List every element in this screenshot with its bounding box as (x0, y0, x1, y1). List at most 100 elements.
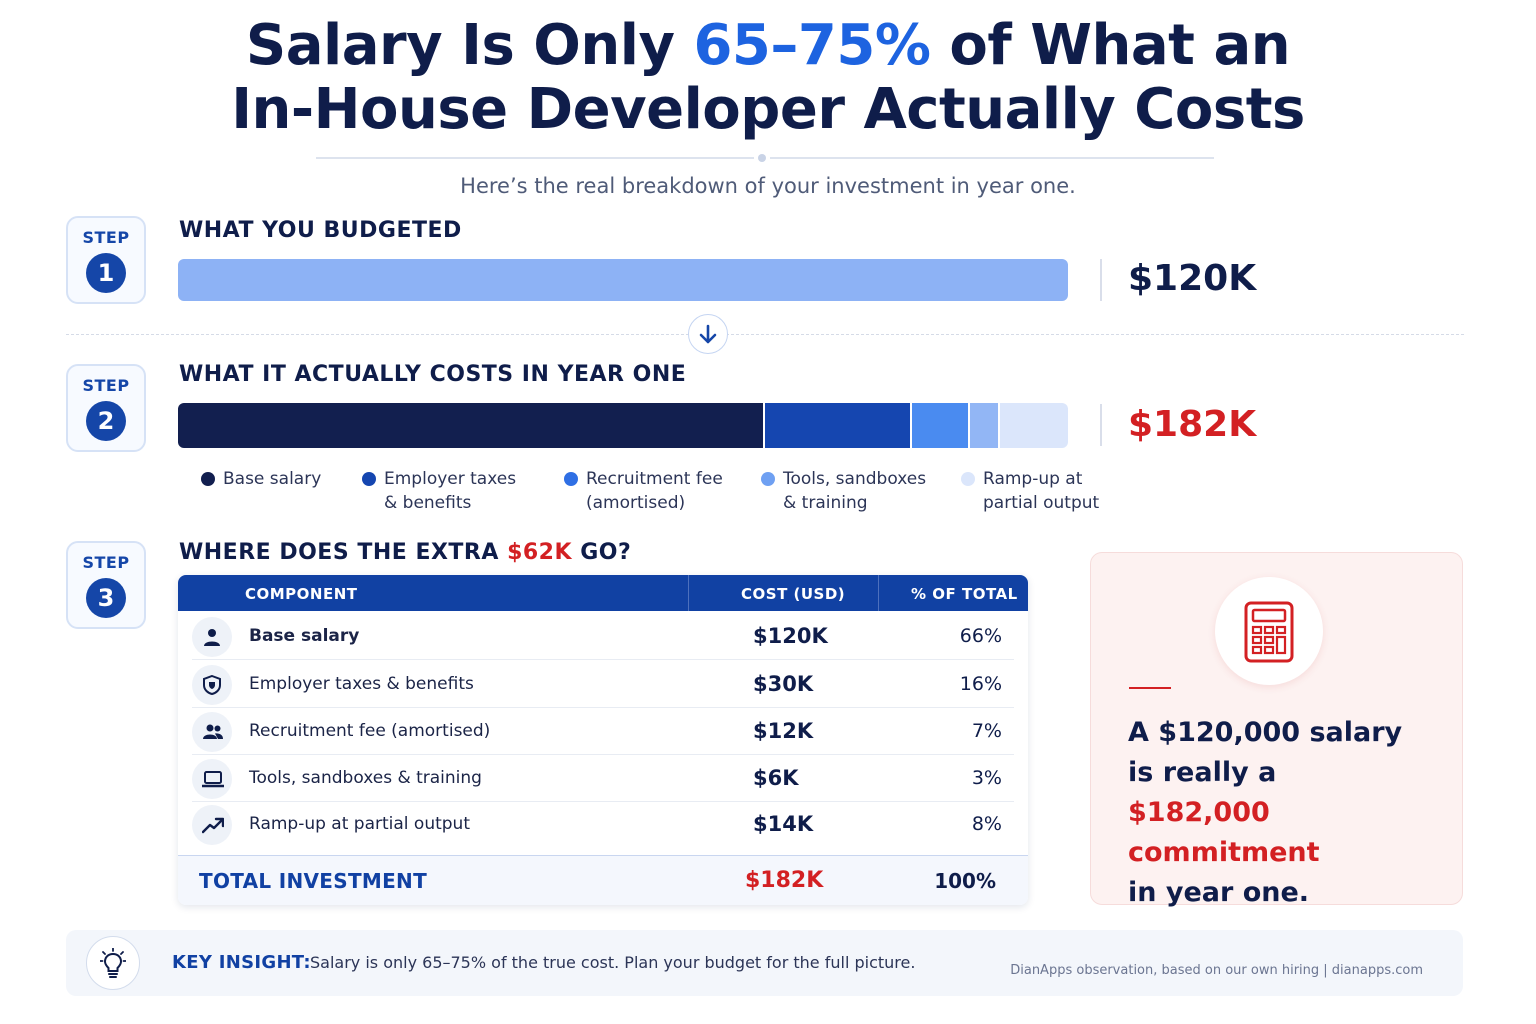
bar-segment-3 (911, 403, 971, 448)
row-percent: 8% (971, 813, 1002, 835)
people-icon (192, 712, 232, 752)
title-divider-right (770, 157, 1214, 159)
total-percent: 100% (934, 869, 996, 893)
callout-text: A $120,000 salary is really a $182,000 c… (1128, 713, 1458, 913)
row-cost: $30K (753, 672, 814, 696)
shield-icon (192, 665, 232, 705)
title-divider-left (316, 157, 754, 159)
row-percent: 66% (959, 625, 1002, 647)
legend-label-2: & training (783, 493, 868, 513)
arrow-down-icon (688, 314, 728, 354)
row-cost: $120K (753, 624, 828, 648)
table-total-row: TOTAL INVESTMENT $182K 100% (178, 855, 1028, 905)
legend-dot (564, 472, 578, 486)
legend-employer-taxes: Employer taxes & benefits (362, 467, 517, 515)
step-2-badge: STEP 2 (66, 364, 146, 452)
title-divider-dot (758, 154, 766, 162)
section-divider (66, 334, 1464, 335)
calculator-icon (1215, 577, 1323, 685)
legend-dot (201, 472, 215, 486)
source-note: DianApps observation, based on our own h… (1010, 963, 1423, 978)
row-cost: $14K (753, 812, 814, 836)
cost-stacked-bar (178, 403, 1068, 448)
budget-value: $120K (1128, 258, 1257, 299)
callout-line: A $120,000 salary (1128, 717, 1403, 748)
step-label: STEP (82, 228, 130, 247)
row-component: Base salary (249, 626, 360, 646)
row-percent: 7% (971, 720, 1002, 742)
step-label: STEP (82, 553, 130, 572)
callout-line: in year one. (1128, 877, 1310, 908)
step-2-title: WHAT IT ACTUALLY COSTS IN YEAR ONE (179, 362, 687, 387)
legend-label-2: partial output (983, 493, 1100, 513)
page-title: Salary Is Only 65–75% of What an In-Hous… (0, 14, 1536, 142)
row-component: Ramp-up at partial output (249, 814, 470, 834)
legend-label: Ramp-up at (983, 469, 1083, 489)
budget-bar (178, 259, 1068, 301)
legend-dot (761, 472, 775, 486)
step-1-title: WHAT YOU BUDGETED (179, 218, 462, 243)
step-number: 3 (86, 578, 126, 618)
bar-segment-2 (764, 403, 912, 448)
legend-dot (362, 472, 376, 486)
title-part: Salary Is Only (245, 13, 694, 78)
legend-label: Base salary (223, 469, 322, 489)
row-component: Employer taxes & benefits (249, 674, 474, 694)
header-divider (688, 575, 689, 611)
table-row: Employer taxes & benefits $30K 16% (192, 661, 1014, 708)
table-row: Ramp-up at partial output $14K 8% (192, 801, 1014, 848)
accent-line (1129, 687, 1171, 689)
table-header: COMPONENT COST (USD) % OF TOTAL (178, 575, 1028, 611)
callout-highlight: $182,000 commitment (1128, 797, 1320, 868)
step-3-title-amount: $62K (507, 540, 573, 565)
legend-dot (961, 472, 975, 486)
legend-label: Tools, sandboxes (783, 469, 927, 489)
callout-line: is really a (1128, 757, 1277, 788)
legend-ramp-up: Ramp-up at partial output (961, 467, 1100, 515)
cost-breakdown-table: COMPONENT COST (USD) % OF TOTAL Base sal… (178, 575, 1028, 905)
row-percent: 16% (959, 673, 1002, 695)
step-3-badge: STEP 3 (66, 541, 146, 629)
legend-label: Employer taxes (384, 469, 517, 489)
key-insight-bar: KEY INSIGHT: Salary is only 65–75% of th… (66, 930, 1463, 996)
user-icon (192, 617, 232, 657)
header-cost: COST (USD) (741, 585, 846, 603)
insight-label: KEY INSIGHT: (172, 952, 311, 973)
legend-label-2: (amortised) (586, 493, 686, 513)
total-label: TOTAL INVESTMENT (199, 869, 428, 893)
step-number: 2 (86, 401, 126, 441)
row-cost: $6K (753, 766, 799, 790)
total-cost: $182K (745, 868, 824, 893)
bar-segment-1 (178, 403, 765, 448)
actual-cost-value: $182K (1128, 404, 1257, 445)
trend-up-icon (192, 805, 232, 845)
legend-label: Recruitment fee (586, 469, 723, 489)
legend-tools: Tools, sandboxes & training (761, 467, 927, 515)
insight-text: Salary is only 65–75% of the true cost. … (310, 953, 916, 972)
legend-base-salary: Base salary (201, 467, 322, 491)
step-3-title-pre: WHERE DOES THE EXTRA (179, 540, 508, 565)
bar-segment-4 (970, 403, 1000, 448)
step-1-badge: STEP 1 (66, 216, 146, 304)
laptop-icon (192, 759, 232, 799)
row-percent: 3% (971, 767, 1002, 789)
table-row: Base salary $120K 66% (192, 613, 1014, 660)
table-row: Tools, sandboxes & training $6K 3% (192, 755, 1014, 802)
table-row: Recruitment fee (amortised) $12K 7% (192, 708, 1014, 755)
page-subtitle: Here’s the real breakdown of your invest… (460, 174, 1076, 198)
lightbulb-icon (86, 936, 140, 990)
row-component: Recruitment fee (amortised) (249, 721, 491, 741)
row-component: Tools, sandboxes & training (249, 768, 482, 788)
step-number: 1 (86, 253, 126, 293)
step-label: STEP (82, 376, 130, 395)
summary-callout: A $120,000 salary is really a $182,000 c… (1090, 552, 1463, 908)
header-component: COMPONENT (245, 585, 358, 603)
title-part: of What an (930, 13, 1291, 78)
title-highlight: 65–75% (693, 13, 931, 78)
bar-segment-5 (999, 403, 1068, 448)
legend-recruitment-fee: Recruitment fee (amortised) (564, 467, 723, 515)
step-3-title: WHERE DOES THE EXTRA $62K GO? (179, 540, 631, 565)
title-line-2: In-House Developer Actually Costs (231, 77, 1305, 142)
header-divider (878, 575, 879, 611)
value-divider (1100, 404, 1102, 446)
